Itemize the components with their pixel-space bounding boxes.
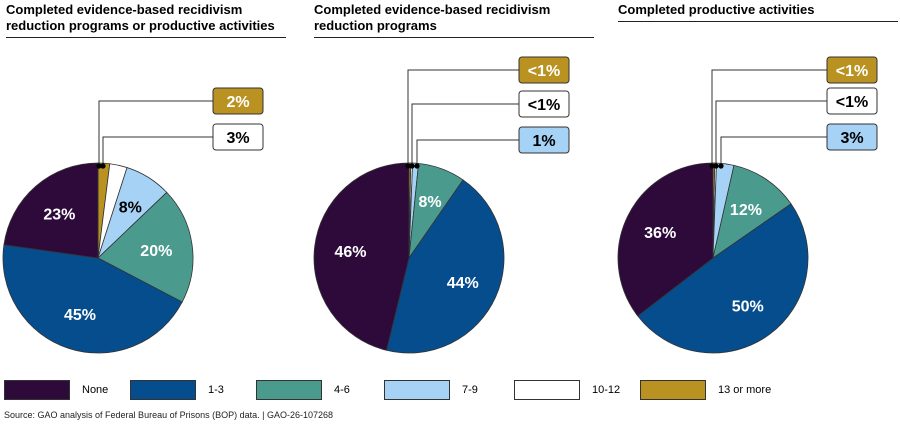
callout-dot-10-12 bbox=[100, 163, 106, 169]
pie-charts: 8% 20% 45% 23% 2% 3% 8% 44% 46% <1% <1% 1% 12% 50% 36%… bbox=[2, 56, 878, 354]
callout-label-10-12: <1% bbox=[528, 97, 560, 114]
callout-line-10-12 bbox=[102, 136, 213, 166]
source-note: Source: GAO analysis of Federal Bureau o… bbox=[4, 410, 333, 420]
slice-label-none: 23% bbox=[43, 207, 75, 224]
slice-label-none: 46% bbox=[335, 244, 367, 261]
pie-slice-none bbox=[617, 162, 714, 317]
pie-slice-1-3 bbox=[385, 179, 505, 354]
callout-line-7-9 bbox=[416, 139, 519, 166]
callout-dot-10-12 bbox=[713, 163, 719, 169]
callout-box-13-or-more bbox=[826, 56, 878, 84]
callout-box-13-or-more bbox=[212, 87, 264, 115]
legend-swatch bbox=[256, 380, 322, 400]
legend-item-10-12: 10-12 bbox=[514, 379, 620, 401]
legend-label: 4-6 bbox=[334, 384, 350, 396]
legend-item-13-or-more: 13 or more bbox=[640, 379, 771, 401]
slice-label-4-6: 8% bbox=[418, 194, 441, 211]
callout-line-13-or-more bbox=[711, 69, 827, 166]
chart-title-activities: Completed productive activities bbox=[618, 2, 898, 22]
legend-item-none: None bbox=[4, 379, 108, 401]
callout-label-13-or-more: <1% bbox=[836, 63, 868, 80]
callout-label-10-12: 3% bbox=[226, 130, 249, 147]
callout-box-13-or-more bbox=[518, 56, 570, 84]
callout-label-10-12: <1% bbox=[836, 94, 868, 111]
slice-label-4-6: 20% bbox=[140, 243, 172, 260]
pie-slice-4-6 bbox=[712, 164, 792, 259]
pie-slice-none bbox=[313, 162, 410, 351]
callout-box-10-12 bbox=[826, 87, 878, 115]
legend-swatch bbox=[384, 380, 450, 400]
slice-label-7-9: 8% bbox=[119, 199, 142, 216]
legend-swatch bbox=[640, 380, 706, 400]
legend-label: 1-3 bbox=[208, 384, 224, 396]
slice-label-4-6: 12% bbox=[730, 202, 762, 219]
legend-item-1-3: 1-3 bbox=[130, 379, 224, 401]
callout-dot-7-9 bbox=[718, 163, 724, 169]
legend-swatch bbox=[514, 380, 580, 400]
callout-box-10-12 bbox=[518, 90, 570, 118]
callout-box-7-9 bbox=[518, 126, 570, 154]
callout-line-13-or-more bbox=[407, 69, 519, 166]
pie-slice-none bbox=[3, 162, 99, 259]
callout-label-7-9: 3% bbox=[840, 130, 863, 147]
pie-slice-1-3 bbox=[637, 203, 809, 354]
callout-label-7-9: 1% bbox=[532, 133, 555, 150]
callout-line-7-9 bbox=[720, 136, 827, 166]
pie-slice-4-6 bbox=[97, 191, 194, 303]
callout-box-10-12 bbox=[212, 123, 264, 151]
slice-label-1-3: 44% bbox=[447, 275, 479, 292]
callout-line-13-or-more bbox=[98, 100, 213, 166]
slice-label-1-3: 50% bbox=[732, 299, 764, 316]
legend-item-7-9: 7-9 bbox=[384, 379, 478, 401]
chart-title-all: Completed evidence-based recidivism redu… bbox=[6, 2, 286, 38]
callout-dot-10-12 bbox=[409, 163, 415, 169]
callout-line-10-12 bbox=[411, 103, 519, 166]
legend-item-4-6: 4-6 bbox=[256, 379, 350, 401]
callout-dot-13-or-more bbox=[405, 163, 411, 169]
slice-label-1-3: 45% bbox=[64, 307, 96, 324]
legend: None 1-3 4-6 7-9 10-12 13 or more bbox=[0, 379, 900, 401]
callout-dot-13-or-more bbox=[96, 163, 102, 169]
callout-label-13-or-more: <1% bbox=[528, 63, 560, 80]
callout-dot-13-or-more bbox=[709, 163, 715, 169]
callout-label-13-or-more: 2% bbox=[226, 94, 249, 111]
pie-slice-1-3 bbox=[2, 244, 183, 354]
callout-box-7-9 bbox=[826, 123, 878, 151]
slice-label-none: 36% bbox=[644, 225, 676, 242]
callout-line-10-12 bbox=[715, 100, 827, 166]
legend-label: 10-12 bbox=[592, 384, 621, 396]
chart-title-programs: Completed evidence-based recidivism redu… bbox=[314, 2, 594, 38]
legend-swatch bbox=[4, 380, 70, 400]
legend-label: None bbox=[82, 384, 109, 396]
legend-swatch bbox=[130, 380, 196, 400]
callout-dot-7-9 bbox=[414, 163, 420, 169]
legend-label: 13 or more bbox=[718, 384, 772, 396]
legend-label: 7-9 bbox=[462, 384, 478, 396]
